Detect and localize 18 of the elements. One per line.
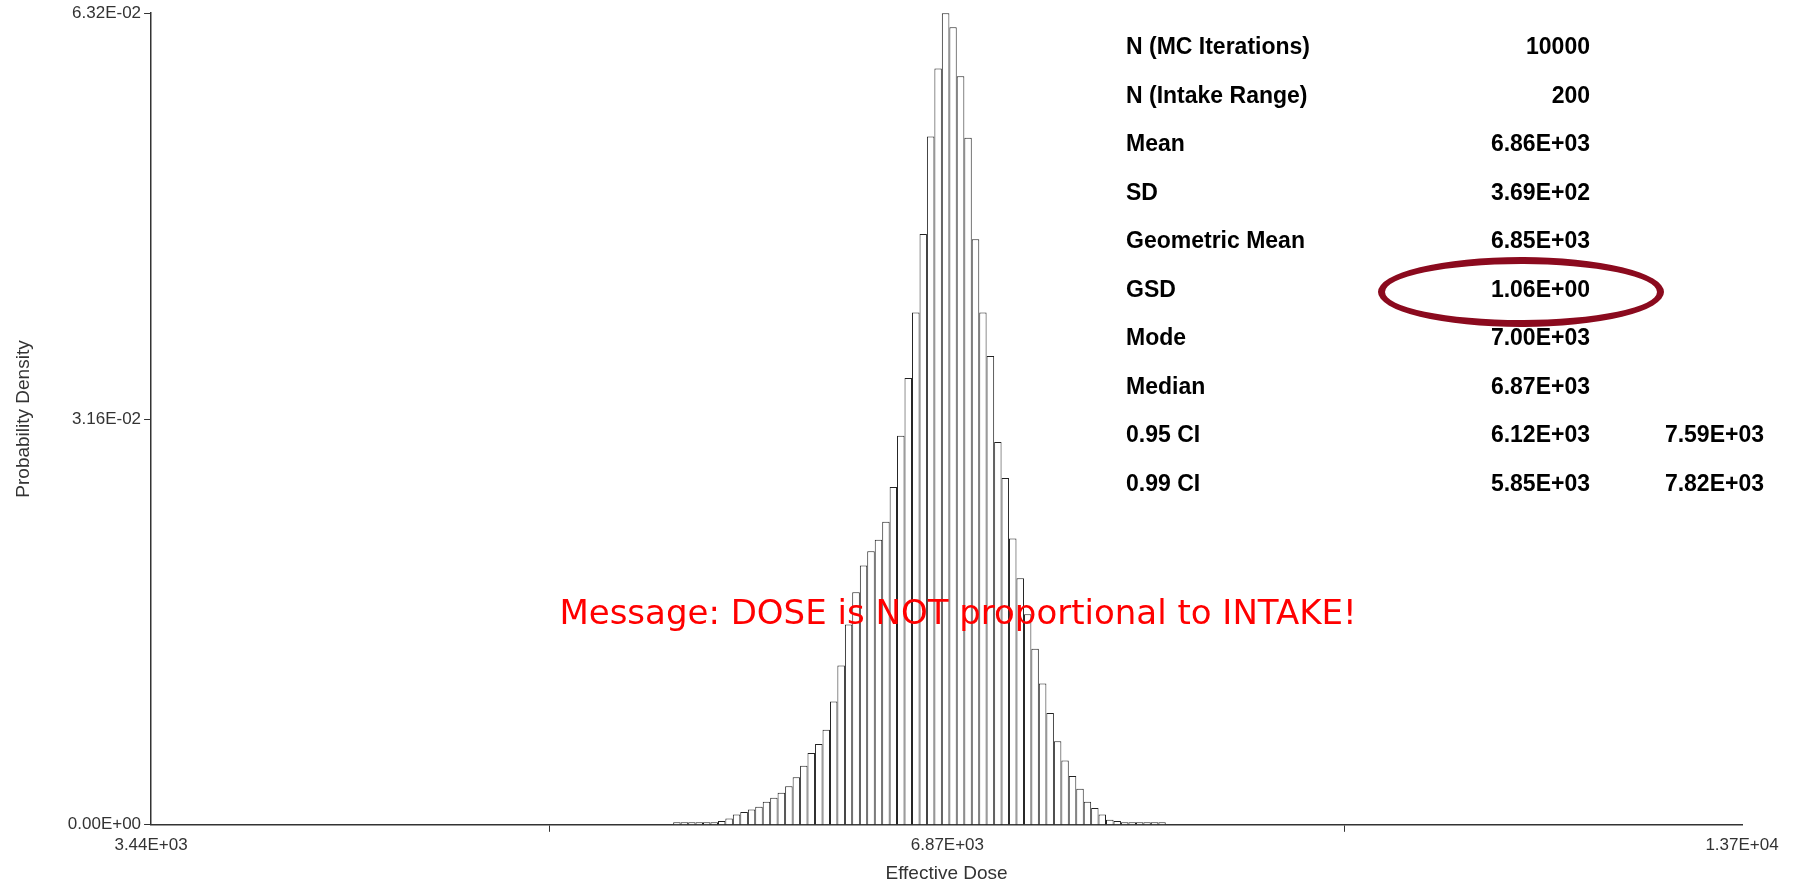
text: Mean 6.86E+03 <box>1126 130 1590 157</box>
y-tick-label: 6.32E-02 <box>72 2 142 22</box>
text: 0.99 CI 5.85E+03 7.82E+03 <box>1126 469 1764 496</box>
text: Mode 7.00E+03 <box>1126 324 1590 351</box>
x-tick-label: 6.87E+03 <box>910 834 985 854</box>
text: Median 6.87E+03 <box>1126 372 1590 399</box>
y-tick-label: 0.00E+00 <box>67 814 142 834</box>
x-axis-title: Effective Dose <box>885 861 1008 883</box>
x-tick-label: 3.44E+03 <box>114 834 188 854</box>
text: 0.95 CI 6.12E+03 7.59E+03 <box>1126 421 1764 448</box>
y-axis-title: Probability Density <box>11 339 33 498</box>
text: Geometric Mean 6.85E+03 <box>1126 227 1590 254</box>
text: GSD 1.06E+00 <box>1126 275 1590 302</box>
y-tick-label: 3.16E-02 <box>72 408 142 428</box>
text: N (MC Iterations) 10000 <box>1126 33 1590 60</box>
text: SD 3.69E+02 <box>1126 178 1590 205</box>
text: N (Intake Range) 200 <box>1126 81 1590 108</box>
x-tick-label: 1.37E+04 <box>1705 834 1779 854</box>
